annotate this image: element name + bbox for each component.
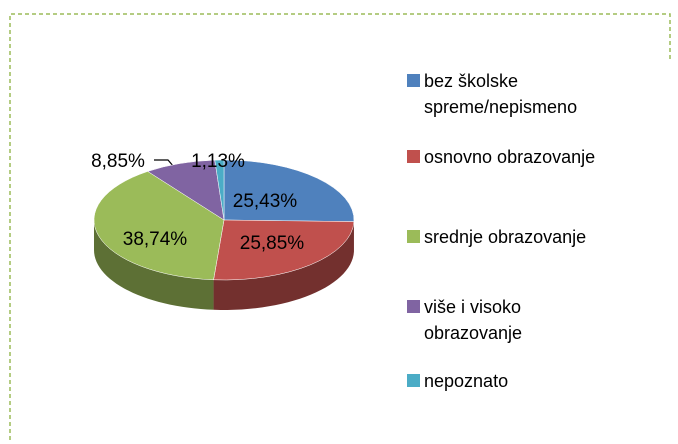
legend-entry: nepoznato (407, 368, 657, 394)
pie-slice (214, 159, 225, 221)
legend-label: srednje obrazovanje (424, 227, 587, 247)
legend-entry: srednje obrazovanje (407, 224, 657, 250)
data-label: 38,74% (123, 229, 188, 250)
pie-slice (93, 171, 225, 281)
legend-swatch (407, 150, 420, 163)
pie-side (94, 220, 214, 310)
pie-slice (213, 219, 355, 281)
legend-label: više i visoko obrazovanje (424, 297, 523, 343)
legend-label: nepoznato (424, 371, 509, 391)
data-label: 8,85% (91, 151, 145, 172)
legend-entry: više i visoko obrazovanje (407, 294, 657, 346)
legend-label: osnovno obrazovanje (424, 147, 596, 167)
legend-entry: bez školske spreme/nepismeno (407, 68, 657, 120)
data-label: 25,43% (233, 191, 298, 212)
legend-swatch (407, 374, 420, 387)
pie-slice (223, 159, 355, 222)
frame (9, 13, 671, 440)
legend-swatch (407, 300, 420, 313)
data-label: 25,85% (240, 233, 305, 254)
legend-swatch (407, 230, 420, 243)
legend-swatch (407, 74, 420, 87)
pie-side (213, 221, 354, 310)
legend-label: bez školske spreme/nepismeno (424, 71, 578, 117)
data-label: 1,13% (191, 151, 245, 172)
legend-entry: osnovno obrazovanje (407, 144, 657, 170)
